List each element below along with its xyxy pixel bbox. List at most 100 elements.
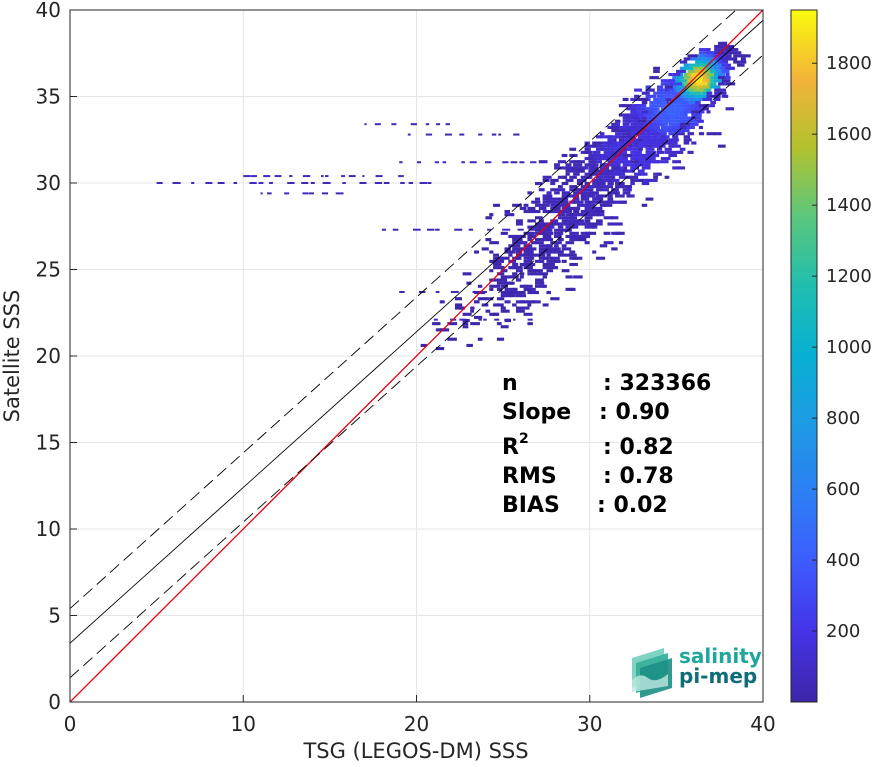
density-bin (569, 153, 578, 158)
density-bin (588, 213, 596, 217)
density-bin (733, 57, 738, 61)
density-bin (683, 113, 688, 117)
density-bin (649, 107, 657, 111)
density-bin (656, 116, 667, 120)
density-bin (523, 256, 533, 260)
density-bin (687, 100, 692, 105)
density-bin (611, 231, 622, 235)
density-bin (569, 238, 575, 242)
density-bin (698, 60, 709, 64)
density-bin (538, 250, 544, 254)
density-bin (706, 54, 713, 58)
density-bin (622, 153, 632, 158)
density-bin (561, 197, 569, 201)
density-bin (653, 175, 659, 179)
density-bin (645, 147, 652, 151)
density-bin (607, 222, 616, 226)
density-bin (725, 76, 731, 80)
density-bin (493, 266, 498, 270)
density-bin (630, 110, 637, 114)
density-bin (668, 153, 677, 158)
outlier-bin (274, 175, 282, 178)
density-bin (512, 247, 518, 251)
density-bin (493, 278, 503, 282)
density-bin (557, 203, 564, 207)
density-bin (504, 290, 512, 295)
density-bin (641, 160, 650, 164)
density-bin (656, 135, 664, 139)
density-bin (576, 219, 585, 223)
density-bin (580, 203, 590, 207)
density-bin (584, 206, 594, 210)
density-bin (565, 178, 574, 182)
density-bin (687, 150, 694, 154)
density-bin (595, 135, 603, 139)
density-bin (542, 231, 550, 235)
outlier-bin (483, 318, 487, 321)
density-bin (645, 197, 654, 201)
density-bin (535, 253, 542, 257)
colorbar-tick-label: 1600 (826, 124, 872, 145)
density-bin (676, 100, 681, 105)
density-bin (672, 76, 680, 80)
density-bin (710, 82, 717, 86)
density-bin (687, 125, 695, 130)
density-bin (462, 322, 469, 326)
density-bin (630, 163, 640, 167)
density-bin (527, 272, 534, 276)
density-bin (504, 209, 511, 214)
density-bin (695, 94, 700, 98)
density-bin (622, 200, 627, 204)
density-bin (637, 119, 647, 123)
density-bin (618, 175, 628, 179)
density-bin (698, 72, 704, 77)
density-bin (622, 163, 630, 167)
density-bin (550, 219, 559, 223)
density-bin (702, 79, 709, 83)
density-bin (706, 51, 714, 55)
density-bin (691, 107, 699, 111)
density-bin (588, 163, 596, 167)
density-bin (630, 132, 640, 136)
density-bin (653, 110, 660, 114)
density-bin (607, 144, 615, 148)
density-bin (462, 272, 472, 276)
density-bin (649, 104, 655, 108)
density-bin (668, 94, 678, 98)
density-bin (557, 185, 563, 189)
density-bin (717, 88, 726, 92)
density-bin (592, 157, 597, 161)
density-bin (470, 309, 475, 313)
density-bin (607, 191, 616, 195)
density-bin (603, 144, 610, 148)
x-axis-ticks: 0 10 20 30 40 (64, 695, 776, 736)
density-bin (649, 147, 655, 151)
outlier-bin (502, 228, 511, 231)
density-bin (676, 85, 684, 89)
density-bin (470, 322, 480, 326)
density-bin (645, 178, 651, 182)
density-bin (588, 231, 597, 235)
density-bin (645, 125, 653, 130)
density-bin (672, 119, 678, 123)
density-bin (599, 157, 610, 161)
outlier-bin (342, 182, 346, 184)
outlier-bin (442, 161, 447, 164)
density-bin (607, 181, 614, 186)
density-bin (512, 244, 521, 248)
density-bin (531, 287, 536, 291)
density-bin (523, 284, 533, 288)
density-bin (493, 256, 499, 260)
outlier-bin (468, 228, 474, 231)
density-bin (512, 259, 517, 263)
density-bin (584, 222, 591, 226)
density-bin (664, 91, 671, 95)
x-tick-label: 30 (577, 712, 602, 736)
density-bin (542, 262, 548, 267)
density-bin (698, 110, 705, 114)
density-bin (626, 138, 636, 142)
logo-wave-icon (632, 648, 672, 698)
density-bin (557, 231, 564, 235)
density-bin (637, 150, 642, 154)
density-bin (546, 200, 555, 204)
